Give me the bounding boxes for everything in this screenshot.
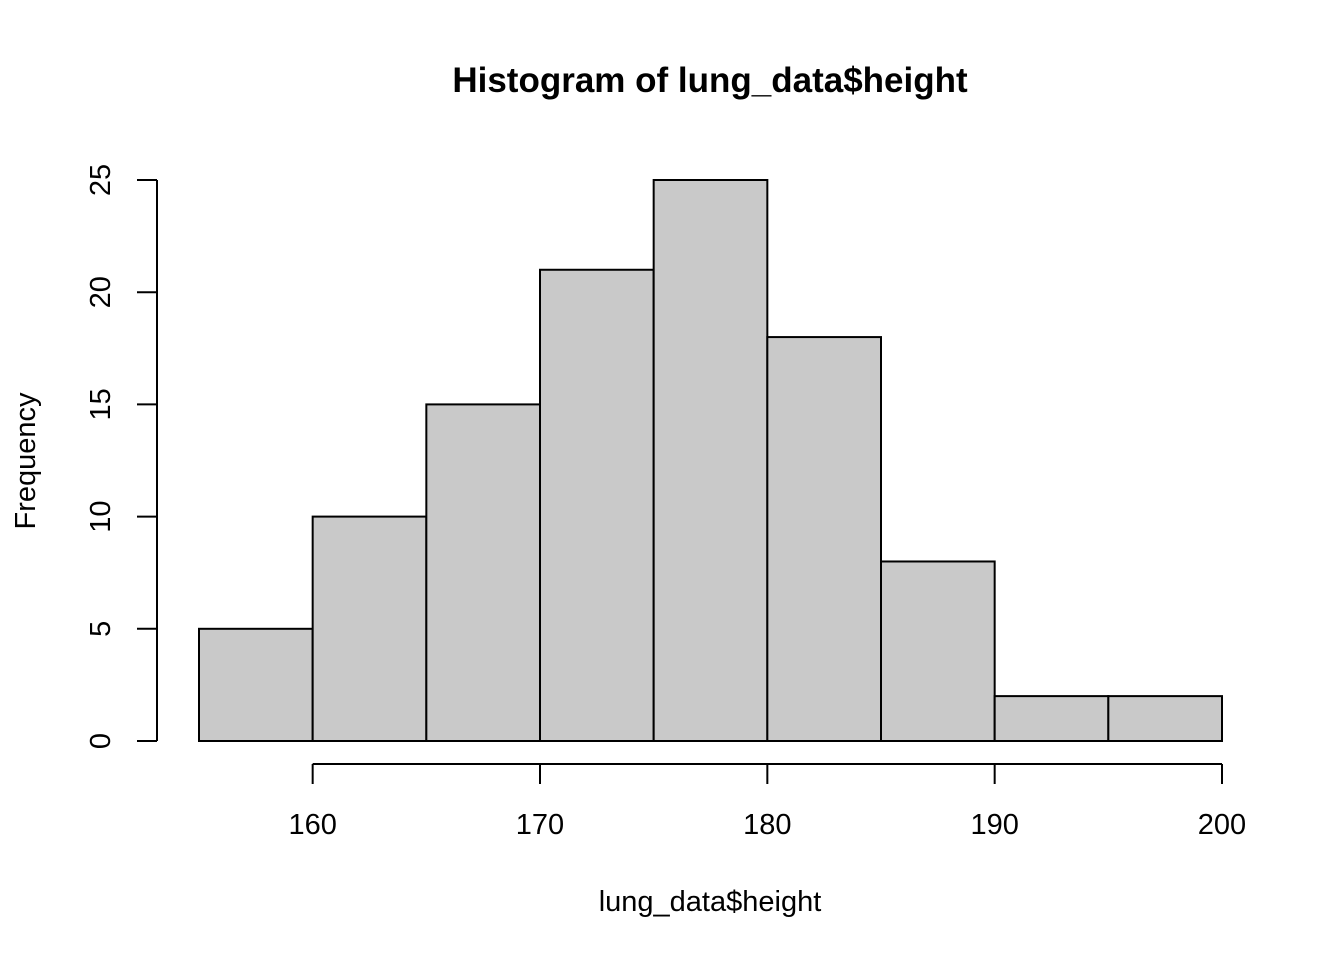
x-axis: 160 170 180 190 200 xyxy=(288,763,1246,841)
histogram-bars xyxy=(198,179,1224,742)
histogram-bar xyxy=(1107,695,1224,742)
y-tick-label: 25 xyxy=(85,164,117,196)
x-tick-label: 190 xyxy=(970,809,1018,841)
x-tick-label: 200 xyxy=(1198,809,1246,841)
x-tick-label: 160 xyxy=(288,809,336,841)
y-tick-label: 5 xyxy=(85,621,117,637)
histogram-bar xyxy=(993,695,1110,742)
x-tick-label: 170 xyxy=(516,809,564,841)
histogram-bar xyxy=(311,515,428,742)
histogram-bar xyxy=(425,403,542,742)
x-tick-label: 180 xyxy=(743,809,791,841)
y-tick-label: 15 xyxy=(85,388,117,420)
histogram-bar xyxy=(880,560,996,742)
y-axis: 0 5 10 15 20 25 xyxy=(85,164,158,749)
y-axis-label: Frequency xyxy=(10,392,42,530)
chart-title: Histogram of lung_data$height xyxy=(452,61,968,100)
histogram-bar xyxy=(766,336,882,742)
y-tick-label: 10 xyxy=(85,500,117,532)
y-tick-label: 20 xyxy=(85,276,117,308)
x-axis-label: lung_data$height xyxy=(599,886,822,918)
y-tick-label: 0 xyxy=(85,733,117,749)
histogram-bar xyxy=(652,179,769,742)
histogram-bar xyxy=(539,268,655,742)
histogram-bar xyxy=(198,627,314,742)
